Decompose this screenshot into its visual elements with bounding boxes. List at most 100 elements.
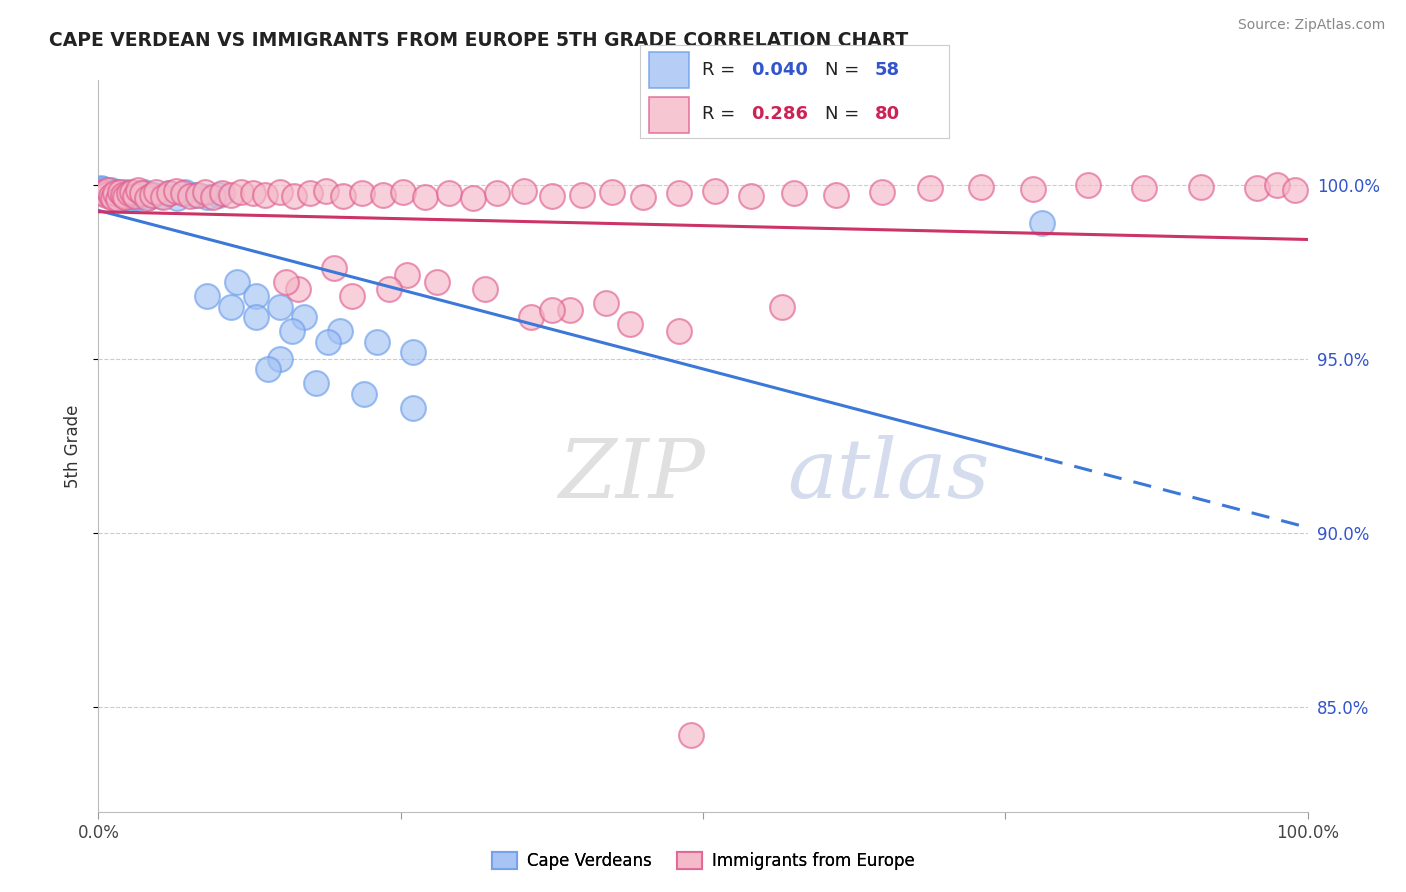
Point: [131, 186, 153, 201]
Point: [269, 300, 291, 314]
Legend: Cape Verdeans, Immigrants from Europe: Cape Verdeans, Immigrants from Europe: [485, 845, 921, 877]
Point: [1284, 183, 1306, 197]
Point: [486, 186, 509, 201]
Text: 0.286: 0.286: [751, 105, 808, 123]
Point: [619, 317, 641, 331]
Point: [513, 184, 536, 198]
Point: [100, 189, 122, 203]
Point: [1189, 179, 1212, 194]
FancyBboxPatch shape: [650, 52, 689, 87]
Point: [245, 310, 267, 325]
Text: R =: R =: [702, 105, 741, 123]
Point: [97, 186, 120, 200]
Point: [402, 345, 425, 359]
Point: [541, 189, 564, 203]
Point: [100, 183, 122, 197]
Point: [108, 192, 131, 206]
Point: [152, 190, 174, 204]
Point: [124, 186, 146, 201]
Point: [920, 180, 942, 194]
Point: [108, 186, 131, 200]
Point: [134, 186, 156, 200]
Text: ZIP: ZIP: [558, 435, 704, 516]
Point: [1022, 182, 1045, 196]
Point: [112, 186, 135, 201]
Point: [332, 189, 354, 203]
Point: [221, 300, 243, 314]
Point: [115, 186, 138, 200]
Point: [91, 186, 114, 201]
Point: [118, 187, 141, 202]
Y-axis label: 5th Grade: 5th Grade: [63, 404, 82, 488]
Point: [541, 303, 564, 318]
Point: [825, 187, 848, 202]
Point: [668, 186, 690, 201]
Point: [704, 184, 727, 198]
Point: [127, 191, 149, 205]
Text: 58: 58: [875, 61, 900, 78]
Point: [110, 187, 132, 202]
Point: [117, 188, 139, 202]
Point: [104, 186, 127, 201]
Point: [195, 190, 218, 204]
Point: [97, 183, 120, 197]
Point: [93, 185, 115, 199]
Text: CAPE VERDEAN VS IMMIGRANTS FROM EUROPE 5TH GRADE CORRELATION CHART: CAPE VERDEAN VS IMMIGRANTS FROM EUROPE 5…: [49, 31, 908, 50]
Point: [269, 186, 291, 200]
Point: [269, 351, 291, 366]
Point: [208, 187, 231, 202]
Point: [195, 289, 218, 303]
Point: [105, 190, 128, 204]
Point: [558, 303, 581, 318]
Point: [740, 189, 762, 203]
Text: Source: ZipAtlas.com: Source: ZipAtlas.com: [1237, 18, 1385, 32]
Point: [141, 187, 163, 202]
Point: [174, 186, 197, 200]
Point: [571, 187, 593, 202]
Point: [281, 324, 304, 338]
Point: [323, 261, 346, 276]
Point: [283, 189, 305, 203]
Point: [1031, 216, 1053, 230]
Point: [166, 191, 188, 205]
Point: [402, 401, 425, 415]
Point: [129, 188, 152, 202]
Point: [172, 186, 194, 201]
Point: [150, 189, 173, 203]
Point: [118, 186, 141, 201]
Point: [135, 191, 157, 205]
Point: [114, 191, 136, 205]
Point: [770, 300, 793, 314]
Point: [108, 186, 131, 200]
Point: [107, 188, 129, 202]
Point: [1267, 178, 1289, 193]
Point: [242, 186, 264, 201]
Point: [101, 189, 124, 203]
Point: [679, 728, 702, 742]
Point: [138, 190, 160, 204]
Point: [184, 188, 207, 202]
Text: 0.040: 0.040: [751, 61, 808, 78]
Point: [157, 186, 180, 201]
Point: [371, 187, 394, 202]
Point: [316, 334, 339, 349]
Point: [413, 190, 436, 204]
Point: [127, 183, 149, 197]
Point: [145, 186, 167, 200]
Point: [245, 289, 267, 303]
Point: [1133, 181, 1156, 195]
Point: [96, 184, 118, 198]
Point: [426, 275, 449, 289]
Point: [595, 296, 617, 310]
Point: [111, 189, 134, 203]
Point: [194, 186, 217, 200]
Point: [970, 179, 993, 194]
Point: [631, 190, 654, 204]
Point: [870, 186, 893, 200]
Point: [94, 186, 117, 201]
Point: [437, 186, 460, 201]
Point: [520, 310, 543, 325]
Point: [124, 189, 146, 203]
Point: [292, 310, 315, 325]
Point: [165, 184, 187, 198]
